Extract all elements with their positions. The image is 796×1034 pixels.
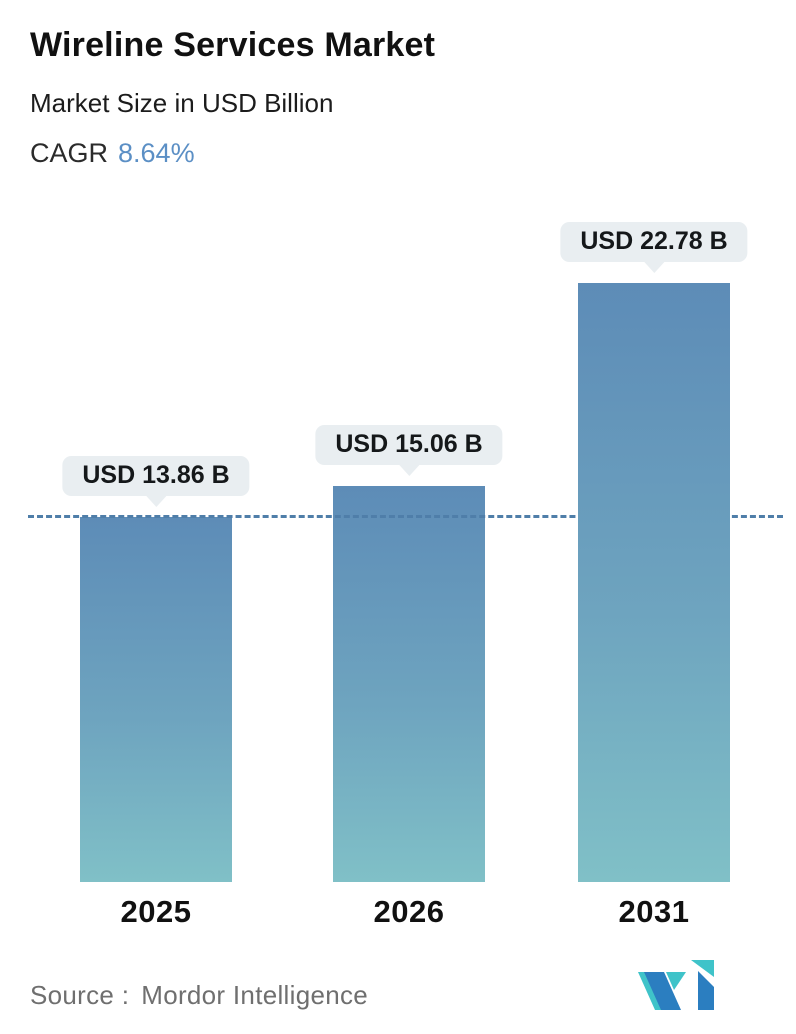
axis-label-2025: 2025 (120, 894, 192, 929)
chart-subtitle: Market Size in USD Billion (30, 88, 334, 118)
source-row: Source : Mordor Intelligence (30, 980, 368, 1011)
mordor-intelligence-logo (638, 960, 714, 1010)
bar-group-2031: USD 22.78 B 2031 (560, 0, 748, 929)
baseline-dashed-line (28, 515, 783, 518)
page-title: Wireline Services Market (30, 26, 436, 64)
cagr-row: CAGR 8.64% (30, 138, 195, 169)
bar-group-2025: USD 13.86 B 2025 (62, 0, 250, 929)
value-bubble-2025: USD 13.86 B (62, 456, 250, 496)
axis-label-2026: 2026 (373, 894, 445, 929)
bar-2031 (578, 283, 730, 882)
bar-2025 (80, 517, 232, 882)
bar-chart: USD 13.86 B 2025 USD 15.06 B 2026 USD 22… (0, 0, 796, 882)
source-label: Source : (30, 980, 130, 1010)
bar-group-2026: USD 15.06 B 2026 (315, 0, 503, 929)
cagr-value: 8.64% (118, 138, 195, 168)
value-bubble-2031: USD 22.78 B (560, 222, 748, 262)
source-value: Mordor Intelligence (141, 980, 369, 1010)
bar-2026 (333, 486, 485, 882)
cagr-label: CAGR (30, 138, 109, 168)
axis-label-2031: 2031 (618, 894, 690, 929)
value-bubble-2026: USD 15.06 B (315, 425, 503, 465)
